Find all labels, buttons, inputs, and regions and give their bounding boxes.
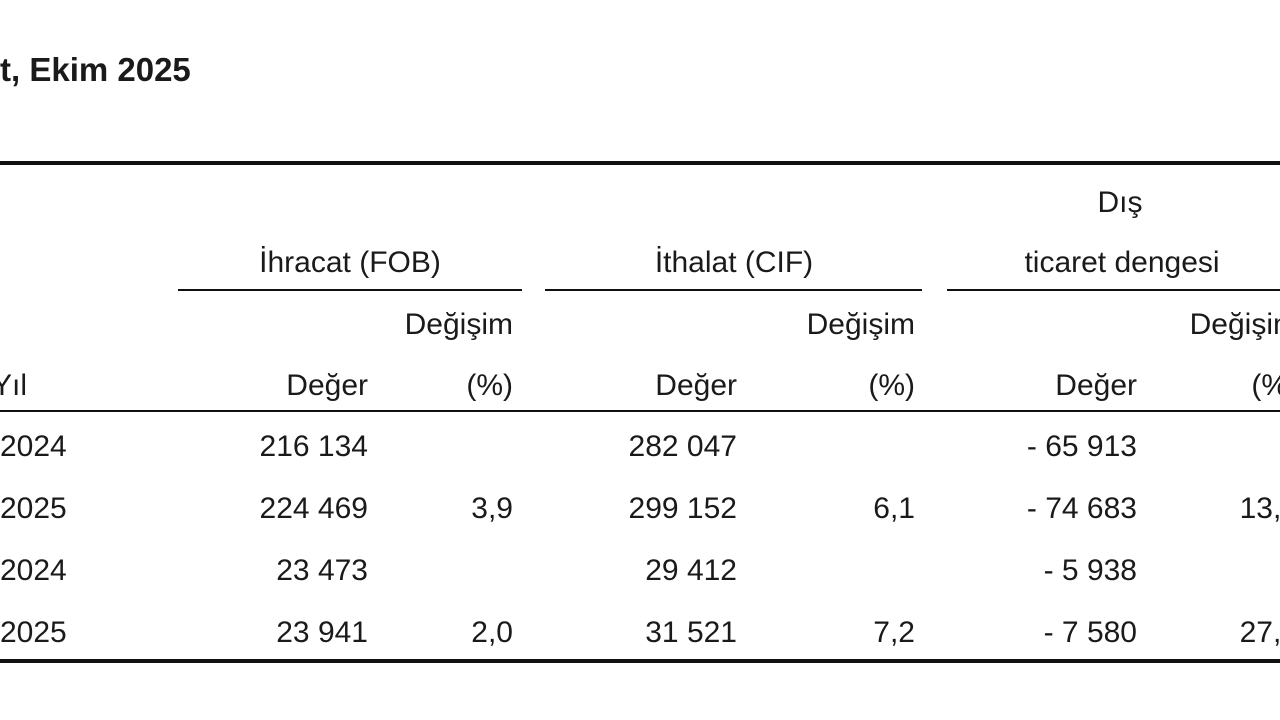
table-title: t, Ekim 2025 [0,51,191,88]
cell-change: 3,9 [471,492,513,525]
cell-value: 23 941 [276,616,368,649]
row-label: 2025 [0,616,67,649]
cell-value: 282 047 [628,430,737,463]
group-header: Dış [1097,186,1143,219]
row-label: 2024 [0,554,67,587]
group-rule [178,289,522,291]
column-header: (%) [868,369,915,402]
cell-value: - 5 938 [1043,554,1137,587]
cell-value: 31 521 [645,616,737,649]
cell-value: 29 412 [645,554,737,587]
column-header: Değer [286,369,368,402]
cell-value: 216 134 [259,430,368,463]
column-header: Değer [655,369,737,402]
row-label: 2024 [0,430,67,463]
column-header: Değişim [404,308,513,341]
group-rule [947,289,1280,291]
group-rule [545,289,922,291]
cell-value: 224 469 [259,492,368,525]
cell-change: 2,0 [471,616,513,649]
group-header: ticaret dengesi [1024,246,1220,279]
cell-value: 23 473 [276,554,368,587]
column-header: Yıl [0,369,28,402]
top-rule [0,161,1280,165]
cell-change: 13,3 [1239,492,1280,525]
cell-value: - 7 580 [1043,616,1137,649]
column-header: (%) [1251,369,1280,402]
column-header: (%) [466,369,513,402]
column-header: Değişim [1189,308,1280,341]
cell-value: - 65 913 [1026,430,1137,463]
group-header: İthalat (CIF) [654,246,814,279]
cell-change: 6,1 [873,492,915,525]
bottom-rule [0,659,1280,663]
column-header: Değişim [806,308,915,341]
cell-change: 27,6 [1239,616,1280,649]
column-header: Değer [1055,369,1137,402]
group-header: İhracat (FOB) [259,246,441,279]
row-label: 2025 [0,492,67,525]
header-rule [0,410,1280,412]
cell-value: - 74 683 [1026,492,1137,525]
cell-change: 7,2 [873,616,915,649]
cell-value: 299 152 [628,492,737,525]
